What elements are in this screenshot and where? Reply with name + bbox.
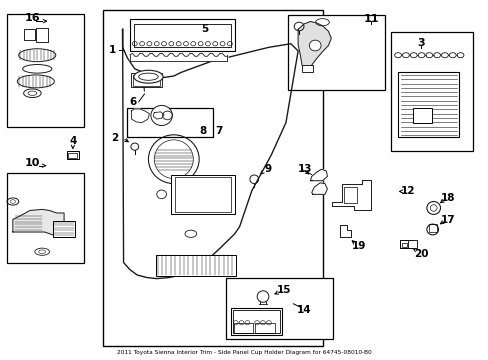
- Polygon shape: [331, 180, 370, 211]
- Text: 19: 19: [351, 241, 366, 251]
- Text: 14: 14: [296, 305, 311, 315]
- Bar: [133, 75, 159, 86]
- Ellipse shape: [151, 105, 172, 126]
- Text: 9: 9: [264, 164, 271, 174]
- Text: 17: 17: [440, 215, 455, 225]
- Text: 20: 20: [413, 248, 427, 258]
- Bar: [302, 65, 312, 72]
- Text: 16: 16: [24, 13, 40, 23]
- Bar: [68, 153, 77, 158]
- Text: 3: 3: [416, 38, 424, 48]
- Text: 2: 2: [111, 133, 119, 143]
- Bar: [127, 108, 212, 137]
- Bar: [397, 72, 458, 137]
- Text: 13: 13: [298, 164, 312, 174]
- Text: 5: 5: [201, 24, 208, 35]
- Bar: [175, 177, 230, 212]
- Bar: [36, 28, 48, 42]
- Polygon shape: [131, 109, 149, 123]
- Bar: [412, 108, 431, 123]
- Bar: [66, 151, 79, 159]
- Bar: [103, 10, 322, 346]
- Text: 7: 7: [215, 126, 222, 136]
- Bar: [6, 173, 83, 263]
- Bar: [156, 255, 236, 276]
- Text: 4: 4: [69, 136, 77, 146]
- Bar: [24, 30, 35, 40]
- Bar: [390, 32, 472, 150]
- Bar: [53, 221, 75, 237]
- Bar: [6, 14, 83, 127]
- Bar: [131, 73, 161, 87]
- Polygon shape: [153, 112, 163, 119]
- Text: 12: 12: [400, 186, 414, 197]
- Bar: [233, 323, 253, 333]
- Bar: [344, 187, 356, 203]
- Text: 11: 11: [363, 14, 378, 24]
- Text: 15: 15: [277, 285, 291, 296]
- Text: 1: 1: [109, 45, 116, 55]
- Bar: [401, 243, 407, 247]
- Bar: [399, 240, 412, 248]
- Polygon shape: [122, 30, 298, 279]
- Polygon shape: [311, 183, 327, 194]
- Ellipse shape: [309, 40, 321, 51]
- Text: 2011 Toyota Sienna Interior Trim - Side Panel Cup Holder Diagram for 64745-08010: 2011 Toyota Sienna Interior Trim - Side …: [117, 350, 371, 355]
- Bar: [255, 323, 274, 333]
- Bar: [225, 278, 332, 338]
- Text: 18: 18: [440, 193, 455, 203]
- Polygon shape: [13, 210, 64, 237]
- Bar: [407, 240, 416, 248]
- Polygon shape: [310, 169, 327, 181]
- Ellipse shape: [134, 70, 163, 83]
- Text: 6: 6: [129, 97, 136, 107]
- Bar: [288, 15, 384, 90]
- Bar: [428, 225, 436, 231]
- Bar: [232, 310, 279, 333]
- Bar: [171, 175, 234, 214]
- Polygon shape: [339, 225, 350, 237]
- Text: 10: 10: [25, 158, 40, 168]
- Polygon shape: [298, 22, 330, 69]
- Bar: [230, 308, 282, 335]
- Bar: [130, 19, 234, 51]
- Text: 8: 8: [199, 126, 206, 136]
- Bar: [134, 24, 230, 46]
